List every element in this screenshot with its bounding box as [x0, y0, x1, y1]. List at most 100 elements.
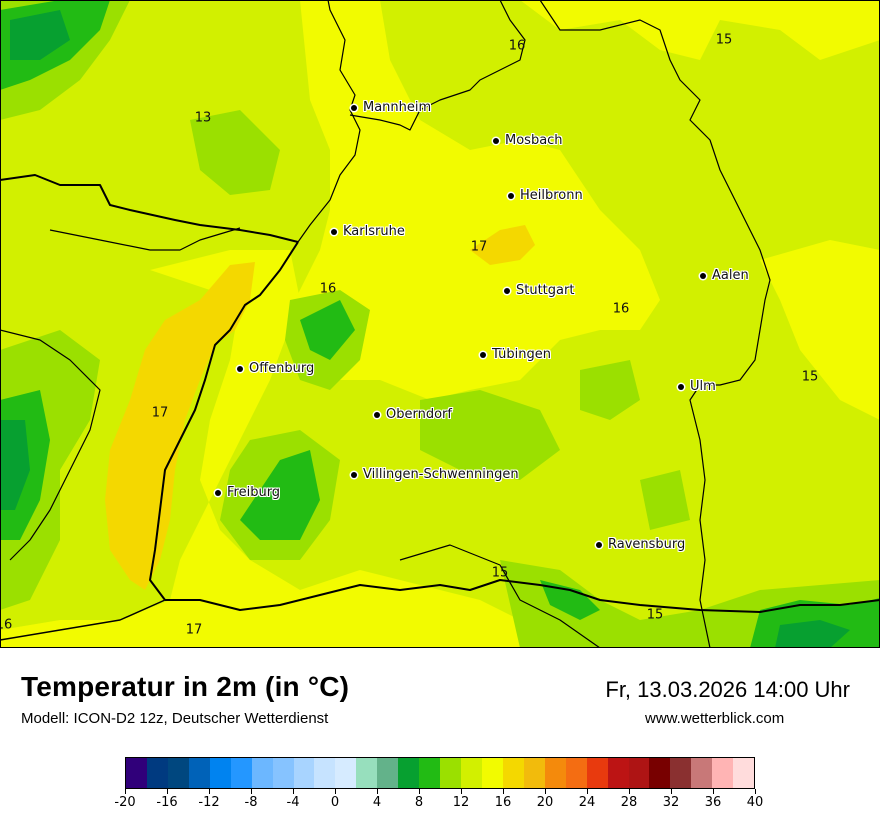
colorbar-segment — [314, 758, 336, 788]
colorbar-segment — [126, 758, 147, 788]
city-dot-icon — [374, 411, 380, 418]
temperature-value: 15 — [715, 32, 733, 48]
colorbar-tick — [755, 789, 756, 794]
city-dot-icon — [351, 104, 357, 111]
colorbar-segment — [335, 758, 357, 788]
city-marker: Ravensburg — [596, 537, 685, 552]
colorbar-tick — [419, 789, 420, 794]
temperature-value: 17 — [185, 622, 203, 638]
colorbar-segment — [251, 758, 273, 788]
temperature-value: 16 — [0, 617, 13, 633]
city-dot-icon — [493, 137, 499, 144]
city-marker: Heilbronn — [508, 188, 583, 203]
colorbar-tick-label: -16 — [156, 795, 178, 810]
model-subtitle: Modell: ICON-D2 12z, Deutscher Wetterdie… — [21, 710, 329, 727]
colorbar-tick-label: -8 — [244, 795, 258, 810]
city-label: Stuttgart — [516, 283, 575, 298]
colorbar-tick — [335, 789, 336, 794]
city-marker: Mannheim — [351, 100, 431, 115]
colorbar-segment — [733, 758, 755, 788]
colorbar-tick-label: 24 — [578, 795, 596, 810]
colorbar-segment — [167, 758, 189, 788]
colorbar-segment — [209, 758, 231, 788]
temperature-value: 16 — [612, 301, 630, 317]
colorbar-segment — [440, 758, 461, 788]
border-lines — [0, 0, 880, 648]
city-marker: Karlsruhe — [331, 224, 405, 239]
colorbar-segment — [481, 758, 503, 788]
colorbar-tick-label: -20 — [114, 795, 136, 810]
colorbar-tick-label: 32 — [662, 795, 680, 810]
city-dot-icon — [215, 489, 221, 496]
colorbar-segment — [461, 758, 482, 788]
city-dot-icon — [237, 365, 243, 372]
city-label: Oberndorf — [386, 407, 452, 422]
colorbar-segment — [272, 758, 294, 788]
colorbar-tick — [713, 789, 714, 794]
colorbar-segment — [649, 758, 671, 788]
temperature-value: 13 — [194, 110, 212, 126]
city-dot-icon — [351, 471, 357, 478]
colorbar-tick-label: -4 — [286, 795, 300, 810]
city-dot-icon — [480, 351, 486, 358]
colorbar-tick — [461, 789, 462, 794]
colorbar-segment — [356, 758, 378, 788]
city-marker: Oberndorf — [374, 407, 452, 422]
colorbar-segment — [293, 758, 315, 788]
temperature-colorbar — [125, 757, 755, 789]
city-marker: Villingen-Schwenningen — [351, 467, 519, 482]
colorbar-segment — [670, 758, 692, 788]
colorbar-tick-label: 12 — [452, 795, 470, 810]
city-label: Freiburg — [227, 485, 281, 500]
colorbar-tick-label: 0 — [330, 795, 340, 810]
colorbar-tick-label: 4 — [372, 795, 382, 810]
colorbar-segment — [691, 758, 713, 788]
city-marker: Offenburg — [237, 361, 314, 376]
colorbar-tick-label: 40 — [746, 795, 764, 810]
colorbar-tick-label: 20 — [536, 795, 554, 810]
city-dot-icon — [700, 272, 706, 279]
colorbar-tick-label: 28 — [620, 795, 638, 810]
city-marker: Mosbach — [493, 133, 563, 148]
colorbar-tick-label: 36 — [704, 795, 722, 810]
colorbar-ticks: -20 -16 -12 -8 -4 0 4 8 12 16 20 24 28 32 36 40 — [114, 789, 763, 819]
temperature-field — [0, 0, 880, 648]
temperature-value: 15 — [801, 369, 819, 385]
colorbar-segment — [544, 758, 566, 788]
colorbar-segment — [586, 758, 608, 788]
colorbar-segment — [230, 758, 252, 788]
colorbar-segment — [502, 758, 524, 788]
city-label: Aalen — [712, 268, 749, 283]
colorbar-segment — [628, 758, 650, 788]
temperature-value: 16 — [319, 281, 337, 297]
colorbar-tick — [167, 789, 168, 794]
chart-title: Temperatur in 2m (in °C) — [21, 671, 350, 702]
city-label: Offenburg — [249, 361, 315, 376]
city-label: Tübingen — [492, 347, 551, 362]
colorbar-segment — [712, 758, 734, 788]
city-dot-icon — [678, 383, 684, 390]
website-link[interactable]: www.wetterblick.com — [645, 710, 785, 727]
city-marker: Aalen — [700, 268, 749, 283]
colorbar-tick — [503, 789, 504, 794]
colorbar-segment — [146, 758, 168, 788]
colorbar-tick — [587, 789, 588, 794]
colorbar-tick — [545, 789, 546, 794]
city-dot-icon — [331, 228, 337, 235]
city-label: Villingen-Schwenningen — [363, 467, 519, 482]
city-label: Karlsruhe — [343, 224, 405, 239]
temperature-value: 15 — [646, 607, 664, 623]
city-label: Mannheim — [363, 100, 432, 115]
city-marker: Tübingen — [480, 347, 551, 362]
colorbar-segment — [377, 758, 399, 788]
colorbar-tick — [125, 789, 126, 794]
colorbar-segment — [398, 758, 420, 788]
city-dot-icon — [504, 287, 510, 294]
city-label: Heilbronn — [520, 188, 583, 203]
city-marker: Stuttgart — [504, 283, 574, 298]
colorbar-tick — [671, 789, 672, 794]
colorbar-segment — [188, 758, 210, 788]
temperature-value: 17 — [470, 239, 488, 255]
temperature-value: 16 — [508, 38, 526, 54]
city-label: Mosbach — [505, 133, 563, 148]
